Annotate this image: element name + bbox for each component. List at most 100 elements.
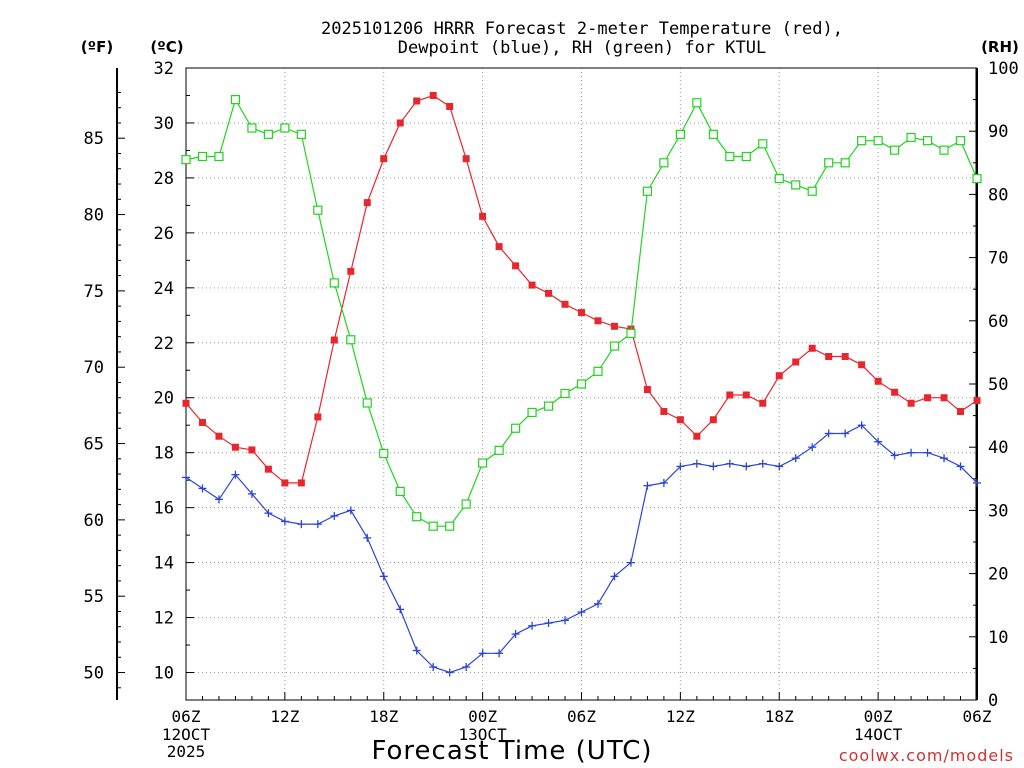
temperature-point [693, 432, 701, 440]
rh-point [758, 139, 768, 149]
dewpoint-point [247, 489, 256, 498]
watermark: coolwx.com/models [839, 746, 1014, 765]
temperature-point [660, 407, 668, 415]
temperature-point [940, 394, 948, 402]
dewpoint-point [610, 572, 619, 581]
temperature-point [347, 267, 355, 275]
dewpoint-point [363, 533, 372, 542]
rh-axis-tick-label: 20 [988, 565, 1008, 585]
dewpoint-point [824, 429, 833, 438]
dewpoint-point [511, 630, 520, 639]
rh-point [906, 132, 916, 143]
rh-point [181, 155, 191, 165]
temperature-point [709, 416, 717, 424]
chart-title-line2: Dewpoint (blue), RH (green) for KTUL [398, 38, 766, 58]
temperature-point [792, 358, 800, 366]
dewpoint-point [676, 462, 685, 471]
dewpoint-point [231, 470, 240, 479]
temperature-point [495, 243, 503, 251]
dewpoint-point [445, 668, 454, 677]
rh-point [807, 186, 817, 196]
f-axis-tick-label: 65 [84, 435, 104, 455]
rh-point [692, 98, 702, 108]
rh-axis-tick-label: 10 [988, 628, 1008, 648]
temperature-point [281, 479, 289, 487]
temperature-point [742, 391, 750, 399]
temperature-point [215, 432, 223, 440]
series-temperature [182, 91, 981, 487]
temperature-point [726, 391, 734, 399]
dewpoint-point [973, 478, 981, 487]
temperature-point [561, 300, 569, 308]
dewpoint-point [412, 646, 421, 655]
rh-point [543, 401, 554, 411]
rh-point [296, 129, 306, 139]
rh-point [708, 129, 718, 139]
temperature-point [380, 155, 388, 163]
temperature-point [264, 465, 272, 473]
c-axis-tick-label: 14 [154, 554, 174, 574]
c-axis-tick-label: 16 [154, 499, 174, 519]
temperature-point [182, 399, 190, 407]
temperature-point [462, 155, 470, 163]
temperature-point [396, 119, 404, 127]
rh-point [642, 186, 653, 196]
dewpoint-point [544, 619, 553, 628]
rh-axis-tick-label: 70 [988, 249, 1008, 269]
dewpoint-point [907, 448, 916, 457]
rh-point [263, 129, 273, 139]
rh-point [857, 136, 867, 146]
temperature-point [297, 479, 305, 487]
celsius-axis-label: (ºC) [150, 38, 183, 56]
rh-point [412, 512, 422, 522]
dewpoint-point [791, 454, 800, 463]
temperature-point [330, 336, 338, 344]
rh-point [494, 445, 504, 455]
dewpoint-point [874, 437, 883, 446]
temperature-point [314, 413, 322, 421]
dewpoint-point [280, 517, 289, 526]
dewpoint-point [742, 462, 751, 471]
dewpoint-point [478, 649, 487, 658]
temperature-point [512, 262, 520, 270]
dewpoint-point [429, 663, 438, 672]
c-axis-tick-label: 32 [154, 59, 174, 79]
temperature-point [479, 212, 487, 220]
temperature-point [957, 407, 965, 415]
rh-point [725, 151, 735, 162]
temperature-point [231, 443, 239, 451]
dewpoint-point [379, 572, 388, 581]
rh-point [313, 205, 323, 215]
temperature-point [643, 385, 651, 393]
x-axis-tick-label: 18Z [369, 707, 398, 726]
c-axis-tick-label: 10 [154, 664, 174, 684]
series-layer [181, 91, 982, 677]
x-axis-date-label: 14OCT [854, 725, 903, 744]
c-axis-tick-label: 22 [154, 334, 174, 354]
c-axis-tick-label: 20 [154, 389, 174, 409]
rh-point [214, 151, 224, 162]
rh-point [791, 180, 801, 190]
x-axis-date-label: 12OCT [162, 725, 211, 744]
dewpoint-point [923, 448, 932, 457]
dewpoint-point [462, 663, 471, 672]
rh-point [428, 521, 438, 531]
temperature-point [858, 361, 866, 369]
rh-point [395, 486, 405, 497]
x-axis-tick-label: 06Z [963, 707, 992, 726]
rh-point [890, 145, 900, 155]
dewpoint-point [890, 451, 899, 460]
temperature-point [825, 353, 833, 361]
rh-point [922, 136, 933, 146]
rh-point [576, 379, 587, 389]
dewpoint-point [528, 621, 537, 630]
rh-point [840, 158, 850, 168]
rh-point [774, 174, 784, 184]
rh-axis-tick-label: 90 [988, 122, 1008, 142]
dewpoint-point [346, 506, 355, 515]
x-axis-tick-label: 12Z [666, 707, 695, 726]
dewpoint-point [313, 520, 322, 529]
dewpoint-point [857, 421, 866, 430]
temperature-point [808, 344, 816, 352]
dewpoint-point [956, 462, 965, 471]
